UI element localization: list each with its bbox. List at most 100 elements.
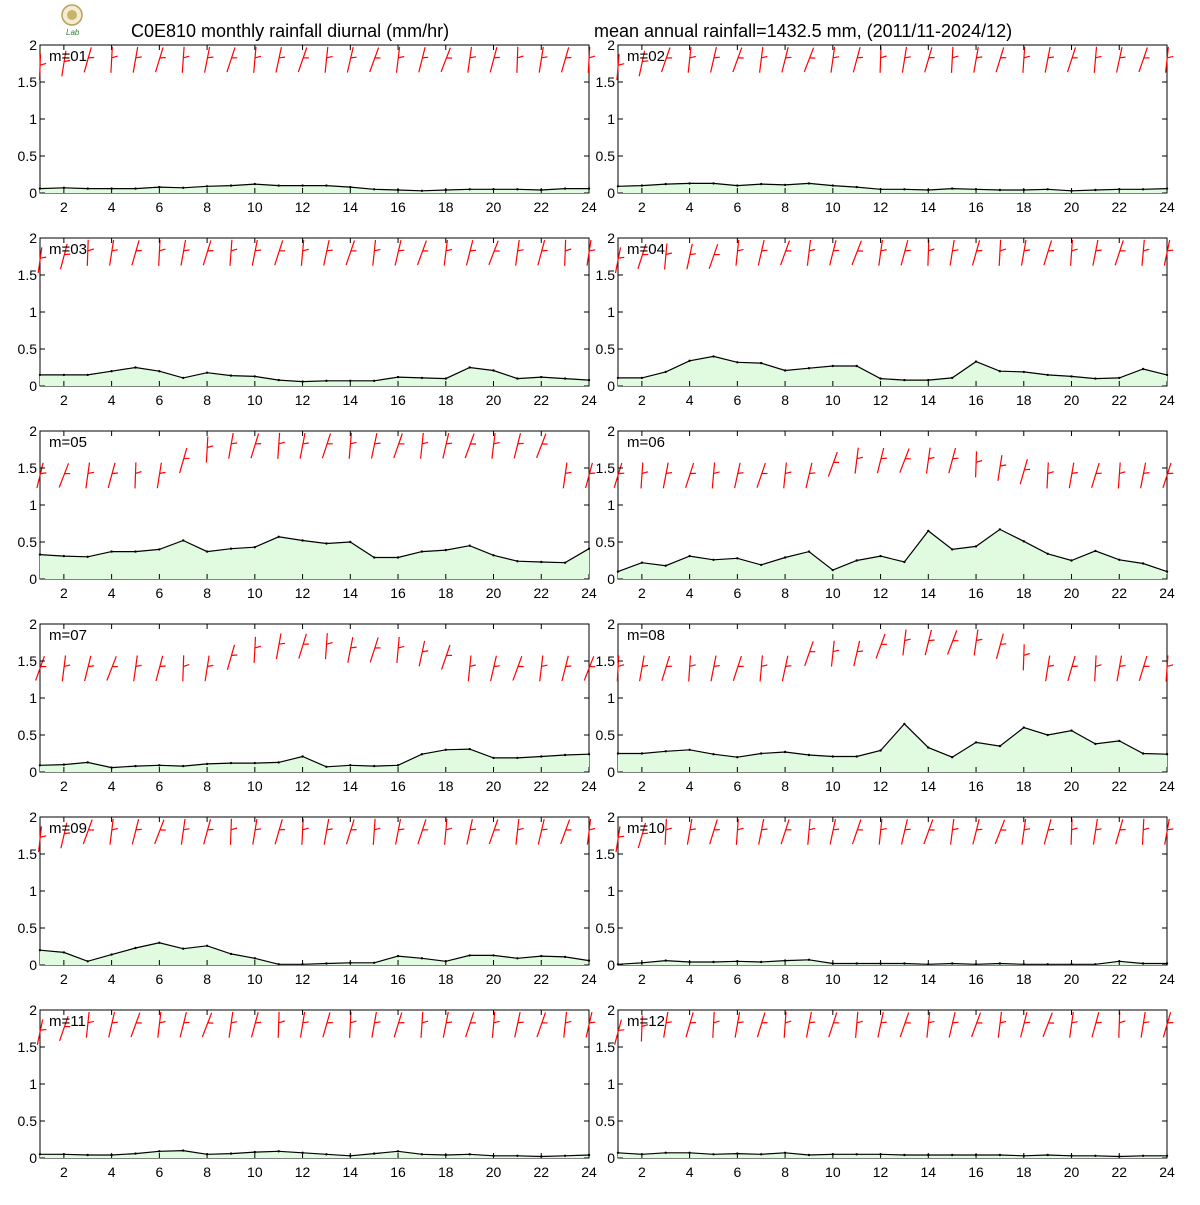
data-point (808, 1154, 810, 1156)
plot-frame (618, 1010, 1167, 1158)
wind-barb-flag (422, 57, 428, 58)
x-tick-label: 6 (733, 1164, 741, 1180)
wind-barb-flag (1167, 665, 1173, 667)
wind-barb-flag (1000, 644, 1006, 645)
wind-barb-flag (112, 473, 118, 474)
y-tick-label: 2 (29, 1002, 37, 1018)
y-tick-label: 0 (607, 185, 615, 201)
wind-barb-flag (786, 57, 792, 58)
data-point (617, 752, 619, 754)
x-tick-label: 4 (108, 392, 116, 408)
data-point (182, 377, 184, 379)
data-point (278, 761, 280, 763)
data-point (373, 962, 375, 964)
data-point (349, 541, 351, 543)
y-tick-label: 1 (607, 1076, 615, 1092)
data-point (63, 951, 65, 953)
data-point (641, 562, 643, 564)
wind-barb-flag (953, 458, 959, 459)
wind-barb-flag (857, 651, 863, 652)
data-point (712, 961, 714, 963)
y-tick-label: 0.5 (596, 920, 616, 936)
wind-barb-flag (666, 473, 672, 474)
data-point (712, 559, 714, 561)
lab-logo-inner (67, 10, 77, 20)
data-point (158, 186, 160, 188)
x-tick-label: 2 (638, 1164, 646, 1180)
wind-barb-flag (905, 250, 911, 251)
wind-barb-flag (833, 829, 839, 830)
y-tick-label: 1 (29, 883, 37, 899)
x-tick-label: 2 (60, 585, 68, 601)
data-point (665, 183, 667, 185)
data-point (832, 365, 834, 367)
data-point (951, 1154, 953, 1156)
data-point (712, 182, 714, 184)
y-tick-label: 1 (607, 690, 615, 706)
y-tick-label: 1 (607, 304, 615, 320)
data-point (564, 562, 566, 564)
data-point (278, 536, 280, 538)
data-point (1142, 188, 1144, 190)
x-tick-label: 12 (295, 778, 311, 794)
y-tick-label: 1.5 (18, 1039, 38, 1055)
x-tick-label: 10 (247, 392, 263, 408)
y-tick-label: 1.5 (596, 653, 616, 669)
x-tick-label: 22 (1111, 778, 1127, 794)
x-tick-label: 14 (921, 778, 937, 794)
data-point (325, 962, 327, 964)
data-point (1070, 729, 1072, 731)
data-point (564, 754, 566, 756)
y-tick-label: 1.5 (18, 653, 38, 669)
y-tick-label: 0 (29, 185, 37, 201)
data-point (397, 955, 399, 957)
data-point (230, 953, 232, 955)
data-point (808, 959, 810, 961)
x-tick-label: 18 (438, 392, 454, 408)
wind-barb-flag (1096, 250, 1102, 251)
x-tick-label: 20 (486, 392, 502, 408)
x-tick-label: 14 (921, 199, 937, 215)
y-tick-label: 1.5 (18, 74, 38, 90)
data-point (903, 561, 905, 563)
x-tick-label: 4 (108, 1164, 116, 1180)
data-point (87, 374, 89, 376)
data-point (665, 371, 667, 373)
y-tick-label: 0.5 (18, 727, 38, 743)
data-point (87, 761, 89, 763)
panel-label: m=03 (49, 241, 87, 258)
data-point (588, 753, 590, 755)
y-tick-label: 1 (607, 111, 615, 127)
y-tick-label: 2 (29, 37, 37, 53)
data-point (641, 752, 643, 754)
x-tick-label: 12 (295, 199, 311, 215)
x-tick-label: 14 (921, 1164, 937, 1180)
data-point (1094, 189, 1096, 191)
data-point (230, 374, 232, 376)
x-tick-label: 14 (343, 778, 359, 794)
data-point (445, 549, 447, 551)
data-point (951, 756, 953, 758)
data-point (784, 751, 786, 753)
x-tick-label: 20 (486, 971, 502, 987)
data-point (397, 1150, 399, 1152)
wind-barb-flag (809, 473, 815, 474)
wind-barb-flag (184, 1022, 190, 1023)
y-tick-label: 2 (29, 423, 37, 439)
wind-barb-flag (375, 443, 381, 444)
y-tick-label: 2 (29, 809, 37, 825)
wind-barb-flag (494, 666, 500, 667)
data-point (760, 961, 762, 963)
x-tick-label: 12 (873, 585, 889, 601)
x-tick-label: 22 (1111, 585, 1127, 601)
wind-barb-flag (881, 458, 887, 459)
y-tick-label: 0 (29, 571, 37, 587)
y-tick-label: 0 (29, 957, 37, 973)
y-tick-label: 2 (29, 616, 37, 632)
data-point (206, 945, 208, 947)
x-tick-label: 22 (1111, 1164, 1127, 1180)
